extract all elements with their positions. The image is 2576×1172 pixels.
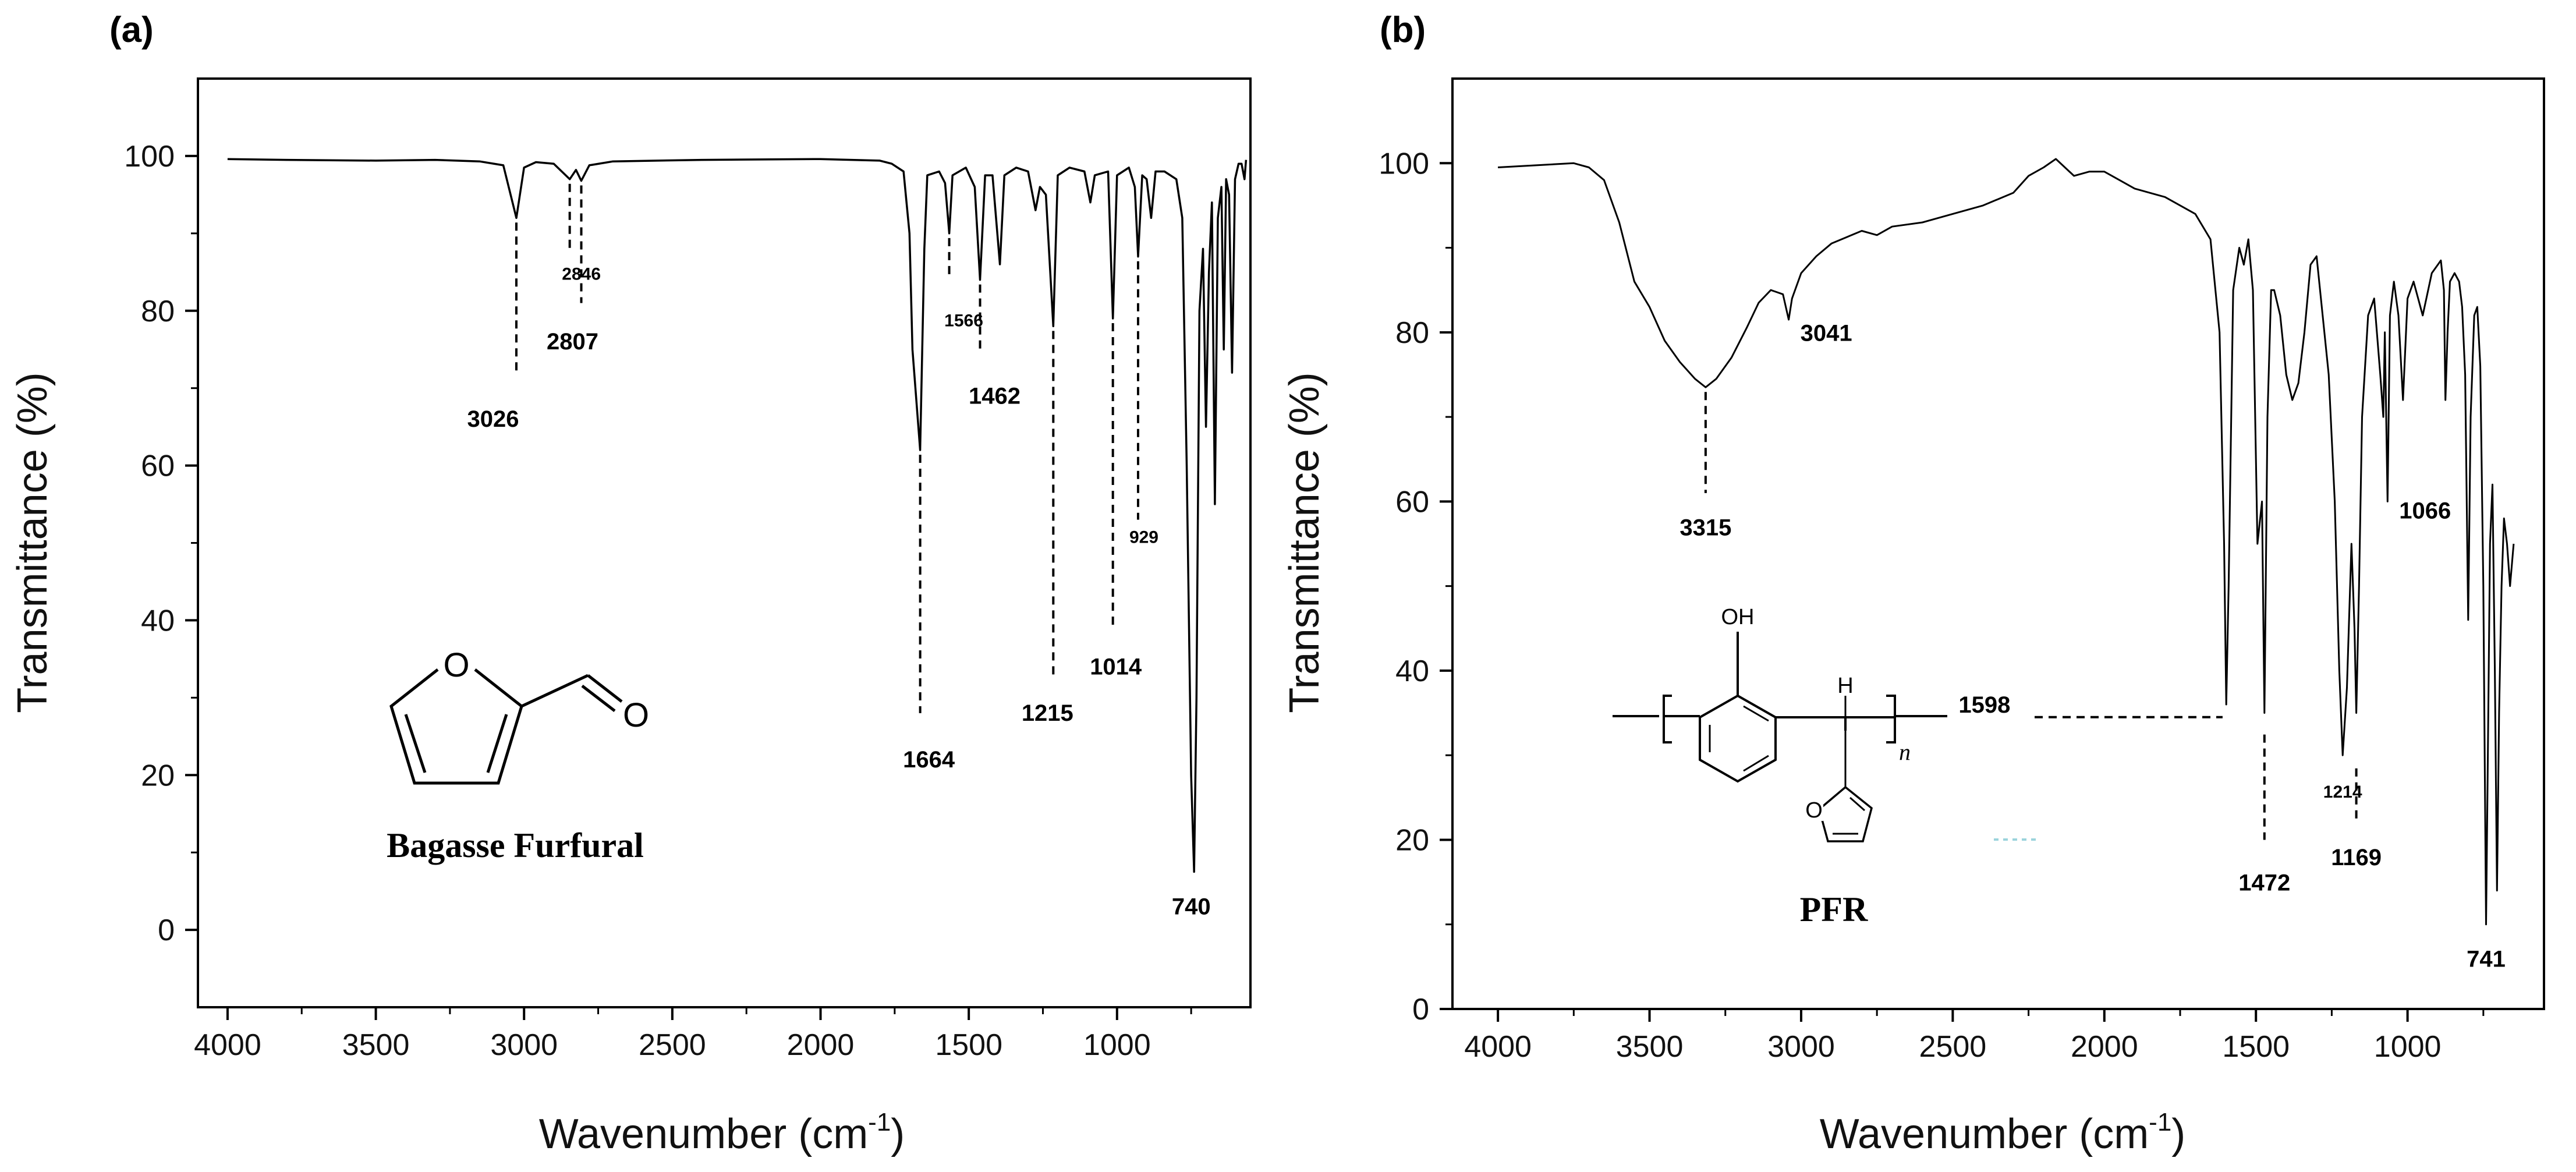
panel-a-structure-label: Bagasse Furfural xyxy=(387,826,644,865)
peak-label: 3026 xyxy=(467,406,519,432)
peak-label: 3041 xyxy=(1801,320,1852,346)
furfural-structure: O O xyxy=(389,646,649,785)
panel-b-x-axis-title-main: Wavenumber (cm xyxy=(1820,1111,2149,1157)
panel-a-x-axis-title-main: Wavenumber (cm xyxy=(539,1111,868,1157)
panel-a-x-tick-labels: 4000 3500 3000 2500 2000 1500 1000 xyxy=(194,1028,1151,1062)
furfural-aldehyde-bond xyxy=(520,674,589,708)
a-y-tick-label: 40 xyxy=(141,604,175,638)
a-y-tick-label: 0 xyxy=(158,913,175,947)
b-x-tick-label: 3500 xyxy=(1616,1030,1684,1064)
panel-b-structure-label: PFR xyxy=(1800,890,1868,929)
peak-label: 1462 xyxy=(969,383,1021,409)
peak-label: 3315 xyxy=(1679,515,1731,540)
pfr-furan-ring xyxy=(1818,785,1873,842)
panel-a: (a) 4000 3500 3000 2500 2000 1500 1000 0 20 40 60… xyxy=(9,10,1252,1157)
b-x-tick-label: 2500 xyxy=(1919,1030,1987,1064)
b-x-tick-label: 2000 xyxy=(2071,1030,2138,1064)
panel-b-y-tick-labels: 0 20 40 60 80 100 xyxy=(1379,147,1429,1026)
furfural-inner-bond-1 xyxy=(404,714,427,773)
panel-b: (b) 4000 3500 3000 2500 2000 1500 1000 0 20 40 60… xyxy=(1281,10,2545,1157)
b-x-tick-label: 1500 xyxy=(2222,1030,2290,1064)
panel-a-peak-annotations: 30262846280715661462929101412151664740 xyxy=(467,183,1211,920)
a-x-tick-label: 4000 xyxy=(194,1028,261,1062)
panel-b-label: (b) xyxy=(1380,10,1426,50)
peak-label: 1014 xyxy=(1090,654,1142,679)
panel-a-spectrum-line xyxy=(227,158,1248,873)
peak-label: 1566 xyxy=(944,311,983,330)
pfr-structure: OH H n O xyxy=(1613,605,1947,842)
pfr-benzene-inner-2 xyxy=(1743,755,1769,772)
pfr-h-atom: H xyxy=(1837,674,1853,698)
a-x-tick-label: 2000 xyxy=(787,1028,855,1062)
panel-b-x-axis-title-sup: -1 xyxy=(2149,1108,2171,1136)
a-x-tick-label: 1000 xyxy=(1083,1028,1151,1062)
a-y-tick-label: 100 xyxy=(124,140,175,174)
furfural-ring-bonds xyxy=(389,668,523,785)
b-y-tick-label: 20 xyxy=(1395,823,1429,857)
panel-b-ticks xyxy=(1440,162,2485,1022)
b-y-tick-label: 40 xyxy=(1395,654,1429,688)
b-x-tick-label: 1000 xyxy=(2374,1030,2442,1064)
panel-a-label: (a) xyxy=(109,10,154,50)
panel-a-y-tick-labels: 0 20 40 60 80 100 xyxy=(124,140,175,947)
panel-b-x-axis-title: Wavenumber (cm-1) xyxy=(1820,1108,2186,1157)
panel-a-x-axis-title-sup: -1 xyxy=(868,1108,891,1136)
a-x-tick-label: 2500 xyxy=(639,1028,706,1062)
pfr-oh-group: OH xyxy=(1721,605,1755,629)
peak-label: 1664 xyxy=(903,747,955,773)
panel-b-x-axis-title-end: ) xyxy=(2171,1111,2185,1157)
b-y-tick-label: 80 xyxy=(1395,316,1429,350)
peak-label: 1598 xyxy=(1958,692,2010,718)
panel-b-spectrum-line xyxy=(1498,158,2515,926)
pfr-benzene-ring xyxy=(1699,694,1777,783)
peak-label: 1472 xyxy=(2238,870,2290,896)
panel-a-x-axis-title-end: ) xyxy=(891,1111,905,1157)
pfr-benzene-inner-3 xyxy=(1743,705,1769,722)
b-x-tick-label: 4000 xyxy=(1464,1030,1532,1064)
a-x-tick-label: 1500 xyxy=(935,1028,1002,1062)
furfural-inner-bond-2 xyxy=(486,714,508,773)
furfural-ring-oxygen: O xyxy=(443,646,469,684)
panel-b-y-axis-title: Transmittance (%) xyxy=(1281,372,1328,713)
pfr-bracket-right xyxy=(1886,695,1896,743)
furfural-carbonyl-bond-2 xyxy=(581,685,616,712)
panel-b-x-tick-labels: 4000 3500 3000 2500 2000 1500 1000 xyxy=(1464,1030,2441,1064)
peak-label: 740 xyxy=(1172,894,1211,920)
b-y-tick-label: 60 xyxy=(1395,485,1429,519)
a-y-tick-label: 60 xyxy=(141,449,175,483)
b-x-tick-label: 3000 xyxy=(1767,1030,1835,1064)
a-x-tick-label: 3500 xyxy=(342,1028,410,1062)
pfr-furan-oxygen: O xyxy=(1805,798,1823,823)
peak-label: 929 xyxy=(1129,528,1158,547)
a-y-tick-label: 20 xyxy=(141,759,175,792)
furfural-carbonyl-bond-1 xyxy=(587,674,623,703)
panel-a-plot-frame xyxy=(197,77,1252,1008)
peak-label: 741 xyxy=(2467,946,2506,972)
a-y-tick-label: 80 xyxy=(141,295,175,328)
a-x-tick-label: 3000 xyxy=(490,1028,558,1062)
panel-a-x-axis-title: Wavenumber (cm-1) xyxy=(539,1108,905,1157)
peak-label: 1215 xyxy=(1022,700,1073,726)
furfural-aldehyde-oxygen: O xyxy=(623,696,649,734)
pfr-furan-inner-1 xyxy=(1849,796,1865,812)
b-y-tick-label: 0 xyxy=(1412,993,1429,1026)
panel-a-y-axis-title: Transmittance (%) xyxy=(9,372,56,713)
peak-label: 1169 xyxy=(2331,845,2382,870)
pfr-subscript-n: n xyxy=(1899,739,1911,765)
pfr-bracket-left xyxy=(1663,695,1672,743)
b-y-tick-label: 100 xyxy=(1379,147,1429,180)
panel-b-plot-frame xyxy=(1451,77,2545,1010)
peak-label: 2807 xyxy=(547,329,598,355)
pfr-furan-oxygen-bg xyxy=(1803,799,1823,821)
panel-a-ticks xyxy=(185,154,1192,1020)
peak-label: 1066 xyxy=(2399,498,2451,523)
